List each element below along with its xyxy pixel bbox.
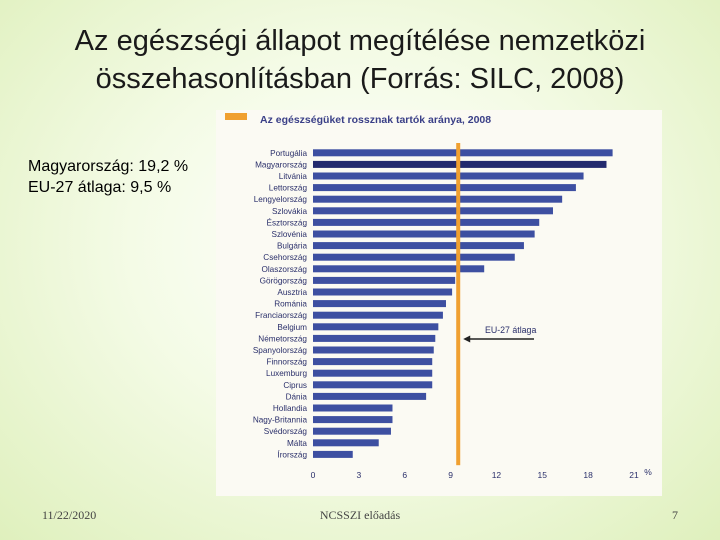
x-unit-label: % <box>644 467 652 477</box>
category-label: Szlovénia <box>271 230 307 239</box>
category-label: Ausztria <box>277 288 307 297</box>
x-tick-label: 6 <box>402 470 407 480</box>
x-tick-label: 12 <box>492 470 502 480</box>
category-label: Görögország <box>260 276 308 285</box>
slide-title: Az egészségi állapot megítélése nemzetkö… <box>30 22 690 98</box>
chart-title-marker <box>225 113 247 120</box>
annotation-arrow-head <box>463 335 471 343</box>
category-label: Málta <box>287 439 307 448</box>
category-label: Litvánia <box>279 172 308 181</box>
category-label: Olaszország <box>261 265 307 274</box>
summary-notes: Magyarország: 19,2 % EU-27 átlaga: 9,5 % <box>28 156 188 198</box>
bar <box>313 195 563 203</box>
bar <box>313 323 439 331</box>
category-label: Dánia <box>286 392 308 401</box>
bar <box>313 172 584 180</box>
x-tick-label: 9 <box>448 470 453 480</box>
page-number: 7 <box>672 508 678 522</box>
category-label: Luxemburg <box>266 369 307 378</box>
chart-title: Az egészségüket rossznak tartók aránya, … <box>260 114 491 126</box>
category-label: Portugália <box>270 149 307 158</box>
bar <box>313 242 524 250</box>
title-line-2: összehasonlításban (Forrás: SILC, 2008) <box>95 63 625 95</box>
bar <box>313 184 576 192</box>
note-hungary: Magyarország: 19,2 % <box>28 158 189 175</box>
category-label: Spanyolország <box>253 346 308 355</box>
bar <box>313 230 535 238</box>
reference-line <box>456 143 461 466</box>
bar <box>313 149 613 157</box>
category-label: Franciaország <box>255 311 307 320</box>
category-label: Ciprus <box>283 381 307 390</box>
category-label: Hollandia <box>273 404 308 413</box>
bar <box>313 253 515 261</box>
footer-center-text: NCSSZI előadás <box>319 508 401 522</box>
bar <box>313 334 436 342</box>
footer-date: 11/22/2020 <box>42 508 97 522</box>
x-tick-label: 18 <box>583 470 593 480</box>
bar <box>313 288 453 296</box>
bar <box>313 218 540 226</box>
bar <box>313 311 443 319</box>
title-line-1: Az egészségi állapot megítélése nemzetkö… <box>74 25 646 57</box>
bar <box>313 404 393 412</box>
x-tick-label: 15 <box>538 470 548 480</box>
x-tick-label: 3 <box>356 470 361 480</box>
category-label: Lengyelország <box>254 195 308 204</box>
category-label: Csehország <box>263 253 307 262</box>
bar <box>313 346 434 354</box>
x-tick-label: 0 <box>311 470 316 480</box>
bar <box>313 416 393 424</box>
category-label: Svédország <box>264 427 308 436</box>
category-label: Szlovákia <box>272 207 307 216</box>
bar <box>313 265 485 273</box>
category-label: Románia <box>274 300 307 309</box>
bar <box>313 439 379 447</box>
category-label: Lettország <box>269 184 308 193</box>
bar-chart: Az egészségüket rossznak tartók aránya, … <box>225 113 652 480</box>
bar <box>313 427 391 435</box>
bar <box>313 369 433 377</box>
bar <box>313 450 353 458</box>
bar <box>313 392 427 400</box>
category-label: Finnország <box>266 358 307 367</box>
category-label: Nagy-Britannia <box>253 416 308 425</box>
category-label: Magyarország <box>255 160 307 169</box>
category-label: Írország <box>277 449 307 459</box>
bar <box>313 276 456 284</box>
bar <box>313 300 446 308</box>
bar <box>313 207 553 215</box>
bar <box>313 358 433 366</box>
chart-panel: Az egészségüket rossznak tartók aránya, … <box>216 110 662 496</box>
x-tick-label: 21 <box>629 470 639 480</box>
bar <box>313 381 433 389</box>
category-label: Belgium <box>277 323 307 332</box>
category-label: Bulgária <box>277 242 307 251</box>
category-label: Észtország <box>267 217 308 227</box>
reference-annotation: EU-27 átlaga <box>485 325 536 335</box>
category-label: Németország <box>258 334 307 343</box>
note-eu-average: EU-27 átlaga: 9,5 % <box>28 179 172 196</box>
